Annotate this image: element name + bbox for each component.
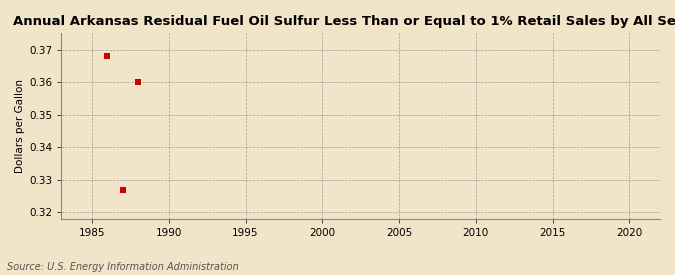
Point: [117, 188, 128, 192]
Point: [133, 80, 144, 84]
Y-axis label: Dollars per Gallon: Dollars per Gallon: [15, 79, 25, 173]
Text: Source: U.S. Energy Information Administration: Source: U.S. Energy Information Administ…: [7, 262, 238, 272]
Point: [102, 54, 113, 58]
Title: Annual Arkansas Residual Fuel Oil Sulfur Less Than or Equal to 1% Retail Sales b: Annual Arkansas Residual Fuel Oil Sulfur…: [13, 15, 675, 28]
